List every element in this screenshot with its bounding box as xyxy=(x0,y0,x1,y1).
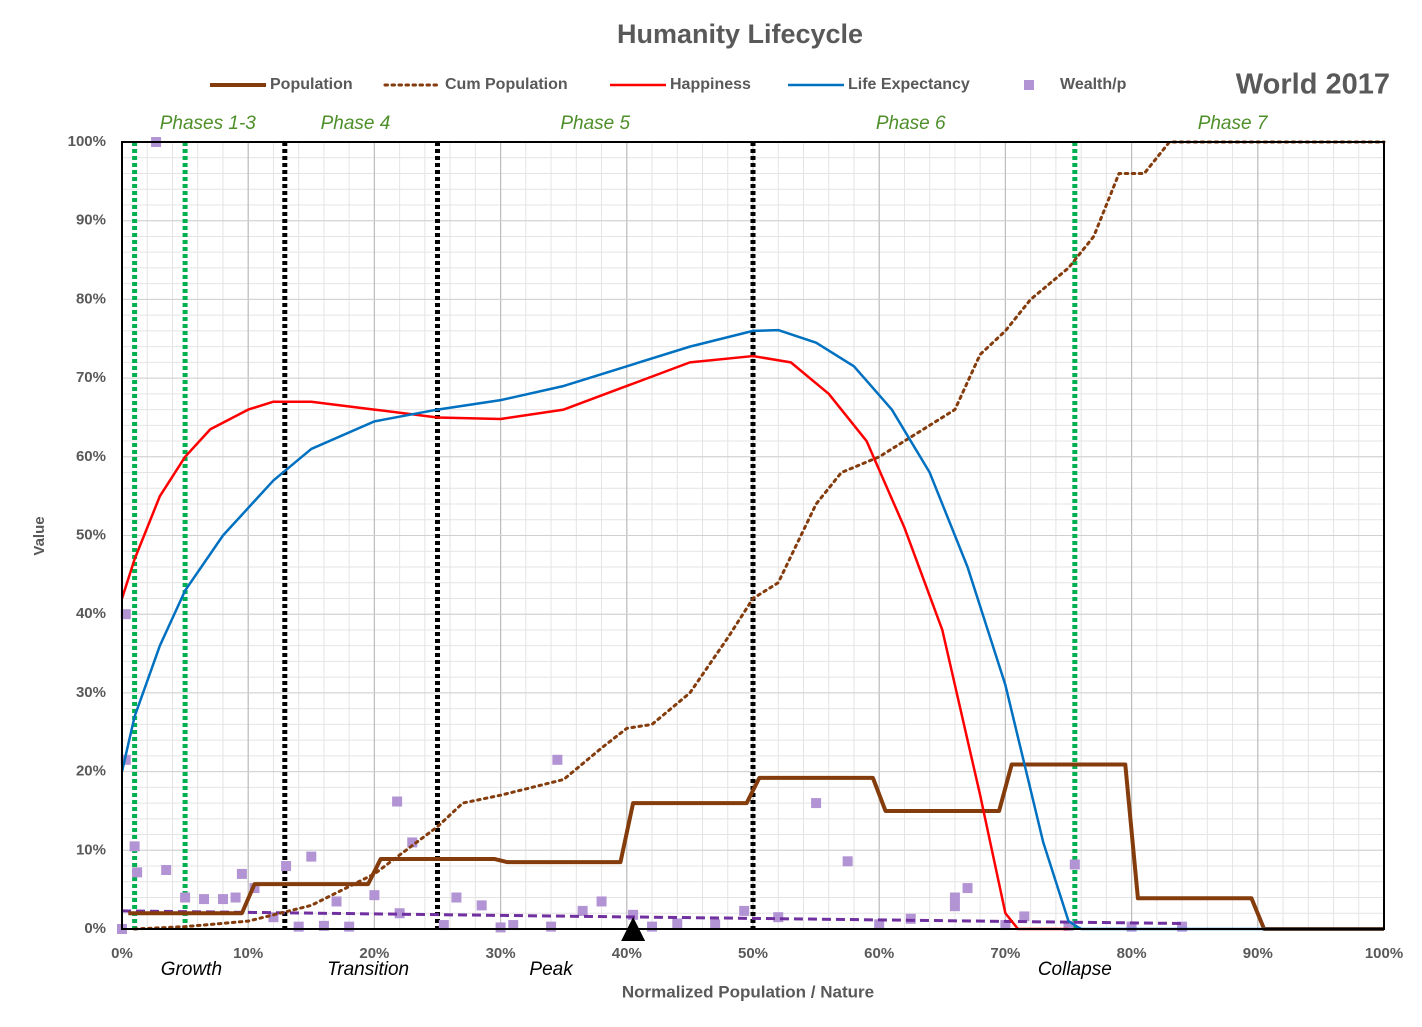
trend-line xyxy=(121,909,1183,925)
scatter-point xyxy=(949,892,960,903)
scatter-point xyxy=(842,856,853,867)
scatter-point xyxy=(577,905,588,916)
y-tick-label: 80% xyxy=(76,290,106,307)
scatter-point xyxy=(476,900,487,911)
scatter-point xyxy=(874,919,885,930)
legend-label: Wealth/p xyxy=(1060,76,1127,93)
phase-label: Phase 4 xyxy=(321,113,391,134)
scatter-point xyxy=(129,841,140,852)
scatter-point xyxy=(628,909,639,920)
scatter-point xyxy=(1063,920,1074,931)
x-tick-label: 90% xyxy=(1243,945,1273,962)
series-line xyxy=(120,328,1384,931)
scatter-point xyxy=(949,901,960,912)
scatter-point xyxy=(407,837,418,848)
x-tick-label: 100% xyxy=(1365,945,1403,962)
stage-label: Growth xyxy=(161,959,222,980)
y-tick-label: 90% xyxy=(76,212,106,229)
scatter-point xyxy=(710,919,721,930)
plot-border xyxy=(121,141,1385,930)
y-tick-label: 100% xyxy=(68,133,106,150)
scatter-point xyxy=(392,796,403,807)
phase-label: Phase 6 xyxy=(876,113,946,134)
scatter-point xyxy=(811,798,822,809)
y-tick-label: 70% xyxy=(76,369,106,386)
y-tick-label: 30% xyxy=(76,684,106,701)
scatter-point xyxy=(199,894,210,905)
scatter-point xyxy=(1019,911,1030,922)
phase-label: Phase 7 xyxy=(1198,113,1269,134)
stage-label: Transition xyxy=(327,959,409,980)
x-axis-label: Normalized Population / Nature xyxy=(622,982,874,1001)
scatter-point xyxy=(331,896,342,907)
scatter-point xyxy=(161,864,172,875)
scatter-point xyxy=(552,754,563,765)
scatter-point xyxy=(1069,859,1080,870)
scatter-point xyxy=(438,920,449,931)
stage-label: Collapse xyxy=(1038,959,1112,980)
scatter-point xyxy=(281,861,292,872)
x-tick-label: 80% xyxy=(1117,945,1147,962)
corner-label: World 2017 xyxy=(1236,69,1390,101)
scatter-point xyxy=(495,922,506,933)
scatter-point xyxy=(132,867,143,878)
y-tick-label: 60% xyxy=(76,448,106,465)
scatter-point xyxy=(318,920,329,931)
scatter-point xyxy=(306,851,317,862)
y-tick-label: 10% xyxy=(76,841,106,858)
stage-label: Peak xyxy=(529,959,574,980)
scatter-point xyxy=(217,894,228,905)
legend-label: Population xyxy=(270,76,353,93)
series-line xyxy=(128,762,1384,931)
scatter-point xyxy=(236,868,247,879)
x-tick-label: 60% xyxy=(864,945,894,962)
y-tick-label: 20% xyxy=(76,763,106,780)
phase-label: Phases 1-3 xyxy=(160,113,257,134)
legend-swatch xyxy=(1024,80,1034,90)
scatter-point xyxy=(962,883,973,894)
scatter-point xyxy=(596,896,607,907)
scatter-point xyxy=(230,892,241,903)
x-tick-label: 50% xyxy=(738,945,768,962)
x-tick-label: 30% xyxy=(486,945,516,962)
x-tick-label: 20% xyxy=(359,945,389,962)
scatter-point xyxy=(180,892,191,903)
series-line xyxy=(120,354,1069,931)
phase-label: Phase 5 xyxy=(560,113,630,134)
scatter-point xyxy=(293,921,304,932)
scatter-point xyxy=(546,921,557,932)
scatter-point xyxy=(508,920,519,931)
x-tick-label: 40% xyxy=(612,945,642,962)
scatter-point xyxy=(451,892,462,903)
legend-label: Cum Population xyxy=(445,76,568,93)
x-tick-label: 10% xyxy=(233,945,263,962)
x-tick-label: 0% xyxy=(111,945,133,962)
scatter-point xyxy=(1126,921,1137,932)
scatter-point xyxy=(268,912,279,923)
scatter-point xyxy=(120,609,131,620)
scatter-point xyxy=(739,905,750,916)
scatter-point xyxy=(647,921,658,932)
scatter-point xyxy=(672,918,683,929)
y-tick-label: 0% xyxy=(84,920,106,937)
y-tick-label: 40% xyxy=(76,605,106,622)
y-axis-label: Value xyxy=(31,516,48,555)
legend-label: Life Expectancy xyxy=(848,76,970,93)
series-line xyxy=(133,140,1386,931)
scatter-point xyxy=(773,912,784,923)
x-tick-label: 70% xyxy=(990,945,1020,962)
scatter-point xyxy=(344,921,355,932)
scatter-point xyxy=(394,908,405,919)
chart-title: Humanity Lifecycle xyxy=(617,19,863,49)
y-tick-label: 50% xyxy=(76,526,106,543)
legend-label: Happiness xyxy=(670,76,751,93)
scatter-point xyxy=(369,890,380,901)
scatter-point xyxy=(1000,920,1011,931)
scatter-point xyxy=(1177,921,1188,932)
